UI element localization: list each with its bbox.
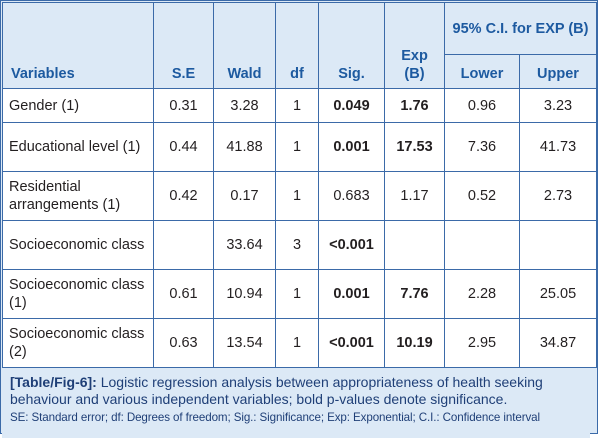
- cell-variable: Socioeconomic class (2): [2, 318, 154, 368]
- cell-exp-b: [384, 220, 445, 270]
- cell-upper: 41.73: [519, 122, 597, 172]
- cell-variable: Gender (1): [2, 88, 154, 123]
- cell-lower: 0.96: [444, 88, 520, 123]
- cell-upper: 34.87: [519, 318, 597, 368]
- cell-upper: 2.73: [519, 171, 597, 221]
- cell-se: 0.61: [153, 269, 214, 319]
- cell-variable: Educational level (1): [2, 122, 154, 172]
- cell-sig: <0.001: [318, 220, 385, 270]
- cell-wald: 10.94: [213, 269, 276, 319]
- header-lower: Lower: [444, 54, 520, 89]
- cell-wald: 13.54: [213, 318, 276, 368]
- cell-wald: 0.17: [213, 171, 276, 221]
- cell-df: 1: [275, 171, 319, 221]
- table-row: Gender (1) 0.31 3.28 1 0.049 1.76 0.96 3…: [2, 88, 597, 123]
- cell-df: 1: [275, 122, 319, 172]
- cell-se: 0.42: [153, 171, 214, 221]
- cell-lower: [444, 220, 520, 270]
- cell-exp-b: 1.76: [384, 88, 445, 123]
- cell-variable: Socioeconomic class (1): [2, 269, 154, 319]
- table-row: Educational level (1) 0.44 41.88 1 0.001…: [2, 122, 597, 172]
- header-sig: Sig.: [318, 2, 385, 89]
- cell-se: [153, 220, 214, 270]
- table-row: Residential arrangements (1) 0.42 0.17 1…: [2, 171, 597, 221]
- cell-exp-b: 7.76: [384, 269, 445, 319]
- caption-text: Logistic regression analysis between app…: [10, 374, 543, 407]
- header-subrow: Lower Upper: [3, 54, 597, 89]
- header-row: Variables S.E Wald df Sig. Exp (B) 95% C…: [2, 2, 597, 89]
- header-upper: Upper: [519, 54, 597, 89]
- header-exp-b: Exp (B): [384, 2, 445, 89]
- header-wald: Wald: [213, 2, 276, 89]
- cell-variable: Residential arrangements (1): [2, 171, 154, 221]
- table-row: Socioeconomic class (1) 0.61 10.94 1 0.0…: [2, 269, 597, 319]
- caption-main: [Table/Fig-6]: Logistic regression analy…: [10, 374, 590, 408]
- cell-se: 0.31: [153, 88, 214, 123]
- cell-lower: 7.36: [444, 122, 520, 172]
- header-df: df: [275, 2, 319, 89]
- regression-table: Variables S.E Wald df Sig. Exp (B) 95% C…: [2, 2, 597, 368]
- cell-exp-b: 1.17: [384, 171, 445, 221]
- caption-label: [Table/Fig-6]:: [10, 374, 97, 390]
- cell-df: 3: [275, 220, 319, 270]
- cell-df: 1: [275, 88, 319, 123]
- header-variables: Variables: [2, 2, 154, 89]
- cell-upper: 3.23: [519, 88, 597, 123]
- table-row: Socioeconomic class 33.64 3 <0.001: [2, 220, 597, 270]
- cell-sig: 0.049: [318, 88, 385, 123]
- cell-upper: [519, 220, 597, 270]
- header-ci-group: 95% C.I. for EXP (B): [444, 2, 597, 55]
- header-se: S.E: [153, 2, 214, 89]
- cell-variable: Socioeconomic class: [2, 220, 154, 270]
- cell-sig: 0.683: [318, 171, 385, 221]
- cell-wald: 3.28: [213, 88, 276, 123]
- cell-wald: 33.64: [213, 220, 276, 270]
- cell-sig: 0.001: [318, 269, 385, 319]
- cell-lower: 2.28: [444, 269, 520, 319]
- caption-abbreviations: SE: Standard error; df: Degrees of freed…: [10, 411, 540, 424]
- cell-se: 0.63: [153, 318, 214, 368]
- cell-sig: <0.001: [318, 318, 385, 368]
- cell-df: 1: [275, 269, 319, 319]
- cell-wald: 41.88: [213, 122, 276, 172]
- cell-upper: 25.05: [519, 269, 597, 319]
- cell-sig: 0.001: [318, 122, 385, 172]
- cell-exp-b: 10.19: [384, 318, 445, 368]
- cell-se: 0.44: [153, 122, 214, 172]
- cell-lower: 2.95: [444, 318, 520, 368]
- table-row: Socioeconomic class (2) 0.63 13.54 1 <0.…: [2, 318, 597, 368]
- cell-lower: 0.52: [444, 171, 520, 221]
- cell-df: 1: [275, 318, 319, 368]
- cell-exp-b: 17.53: [384, 122, 445, 172]
- table-caption: [Table/Fig-6]: Logistic regression analy…: [2, 369, 590, 438]
